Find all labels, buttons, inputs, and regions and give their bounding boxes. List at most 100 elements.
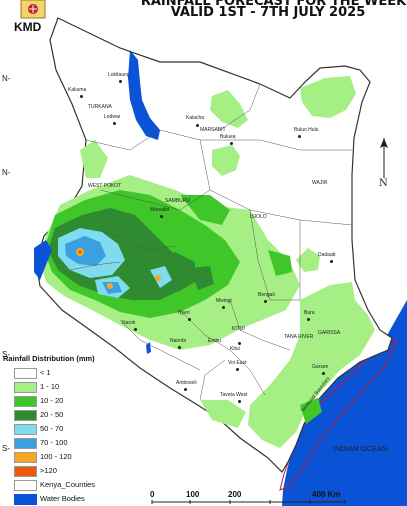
town-label: Dadaab: [318, 252, 336, 258]
legend-label: 1 - 10: [40, 382, 60, 391]
legend-swatch: [14, 494, 37, 505]
town-label: Narok: [122, 320, 136, 326]
legend-swatch: [14, 438, 37, 449]
legend-swatch: [14, 396, 37, 407]
town-marker: [298, 135, 301, 138]
legend-label: 50 - 70: [40, 424, 64, 433]
rain-over-120: [78, 250, 82, 254]
town-label: Amboseli: [176, 380, 197, 386]
legend-label: Water Bodies: [40, 494, 85, 503]
town-marker: [222, 306, 225, 309]
legend-swatch: [14, 368, 37, 379]
kmd-logo-icon: [20, 0, 46, 19]
legend-item: >120: [14, 466, 134, 477]
legend-swatch: [14, 424, 37, 435]
map-title: RAINFALL FORECAST FOR THE WEEK: [140, 0, 407, 9]
rain-70-100: [65, 236, 122, 294]
town-label: Kalacha: [186, 115, 205, 121]
town-label: Bengali: [258, 292, 275, 298]
town-label: Kitui: [230, 346, 240, 352]
legend-swatch: [14, 466, 37, 477]
town-label: Taveta West: [220, 392, 248, 398]
town-marker: [307, 318, 310, 321]
county-label: MARSABIT: [200, 127, 226, 133]
county-label: ISIOLO: [250, 214, 267, 220]
legend-item: Water Bodies: [14, 494, 134, 505]
scale-label: 100: [186, 490, 200, 499]
county-label: SAMBURU: [165, 198, 191, 204]
county-label: KITUI: [232, 326, 245, 332]
town-label: Garsen: [312, 364, 329, 370]
county-label: WEST POKOT: [88, 183, 122, 189]
agency-label: KMD: [14, 20, 42, 34]
town-marker: [264, 300, 267, 303]
town-label: Lokitaung: [108, 72, 130, 78]
legend-label: < 1: [40, 368, 51, 377]
latitude-label: S-: [2, 444, 10, 453]
town-marker: [188, 318, 191, 321]
town-marker: [178, 346, 181, 349]
legend-label: 10 - 20: [40, 396, 64, 405]
town-label: Mwingi: [216, 298, 232, 304]
legend-item: 10 - 20: [14, 396, 134, 407]
county-label: GARISSA: [318, 330, 341, 336]
town-label: Marsabit: [150, 207, 170, 213]
scale-label: 0: [150, 490, 155, 499]
legend-label: Kenya_Counties: [40, 480, 96, 489]
legend-title: Rainfall Distribution (mm): [3, 354, 95, 363]
town-label: Nairobi: [170, 338, 186, 344]
legend-item: < 1: [14, 368, 134, 379]
legend-label: 20 - 50: [40, 410, 64, 419]
town-label: Lodwar: [104, 114, 121, 120]
town-label: Buluea: [220, 134, 236, 140]
latitude-label: N-: [2, 74, 11, 83]
town-marker: [134, 328, 137, 331]
town-label: Kakuma: [68, 87, 87, 93]
legend-item: 50 - 70: [14, 424, 134, 435]
ocean-label: INDIAN OCEAN: [333, 444, 388, 453]
legend-swatch: [14, 382, 37, 393]
scale-bar: [151, 500, 346, 504]
legend-label: >120: [40, 466, 57, 475]
latitude-label: S-: [2, 350, 10, 359]
town-marker: [322, 372, 325, 375]
legend-swatch: [14, 410, 37, 421]
county-label: TURKANA: [88, 104, 112, 110]
legend-swatch: [14, 480, 37, 491]
latitude-label: N-: [2, 168, 11, 177]
map-subtitle: VALID 1ST - 7TH JULY 2025: [170, 5, 366, 20]
legend-item: 20 - 50: [14, 410, 134, 421]
town-label: Voi East: [228, 360, 247, 366]
legend-item: 1 - 10: [14, 382, 134, 393]
town-marker: [238, 342, 241, 345]
legend-item: 100 - 120: [14, 452, 134, 463]
county-label: WAJIR: [312, 180, 328, 186]
town-label: Embu: [208, 338, 222, 344]
town-label: Bura: [304, 310, 315, 316]
town-marker: [184, 388, 187, 391]
town-marker: [238, 400, 241, 403]
legend-swatch: [14, 452, 37, 463]
legend-label: 70 - 100: [40, 438, 68, 447]
territorial-boundary: [279, 339, 398, 491]
north-arrow-icon: N: [379, 138, 388, 188]
town-marker: [160, 215, 163, 218]
town-marker: [80, 95, 83, 98]
town-marker: [230, 142, 233, 145]
town-marker: [196, 124, 199, 127]
rain-100-120: [76, 248, 161, 289]
scale-label: 400 Km: [312, 490, 341, 499]
svg-text:N: N: [379, 178, 388, 188]
town-marker: [119, 80, 122, 83]
town-label: Buluo Hulu: [294, 127, 319, 133]
legend-item: 70 - 100: [14, 438, 134, 449]
town-label: Nyeri: [178, 310, 190, 316]
town-marker: [113, 122, 116, 125]
county-label: TANA RIVER: [284, 334, 314, 340]
county-boundaries: [69, 83, 353, 401]
town-marker: [330, 260, 333, 263]
scale-label: 200: [228, 490, 242, 499]
legend-item: Kenya_Counties: [14, 480, 134, 491]
legend-label: 100 - 120: [40, 452, 72, 461]
